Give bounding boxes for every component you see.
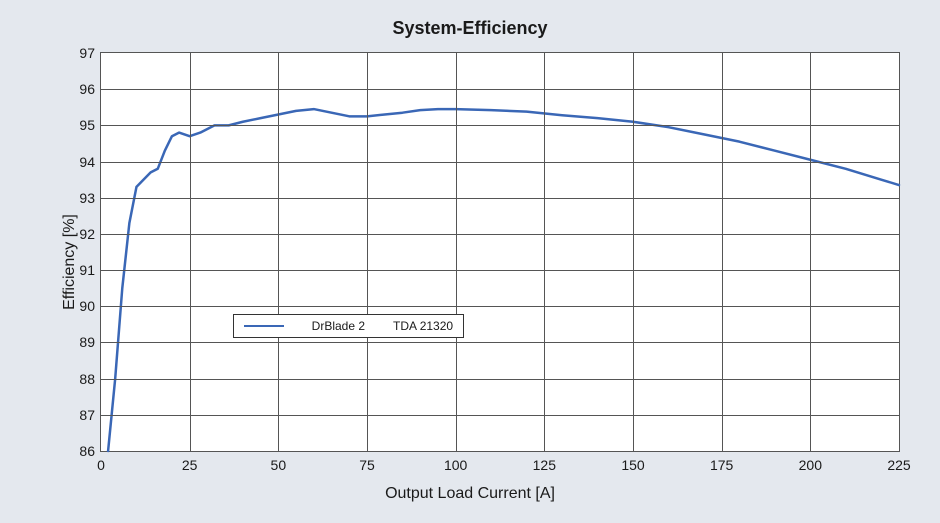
- gridline-h: [101, 342, 899, 343]
- plot-area: 8687888990919293949596970255075100125150…: [100, 52, 900, 452]
- y-tick-label: 89: [79, 334, 95, 350]
- gridline-h: [101, 379, 899, 380]
- gridline-h: [101, 234, 899, 235]
- y-tick-label: 94: [79, 154, 95, 170]
- x-tick-label: 100: [444, 457, 467, 473]
- x-tick-label: 50: [271, 457, 287, 473]
- gridline-h: [101, 198, 899, 199]
- gridline-h: [101, 162, 899, 163]
- legend: DrBlade 2 TDA 21320: [233, 314, 464, 338]
- legend-swatch: [244, 325, 284, 327]
- x-tick-label: 25: [182, 457, 198, 473]
- legend-text-a: DrBlade 2: [312, 319, 365, 333]
- gridline-h: [101, 125, 899, 126]
- y-tick-label: 97: [79, 45, 95, 61]
- y-tick-label: 86: [79, 443, 95, 459]
- series-line: [108, 109, 899, 451]
- gridline-v: [722, 53, 723, 451]
- series-layer: [101, 53, 899, 451]
- y-axis-label: Efficiency [%]: [61, 214, 79, 310]
- x-tick-label: 150: [621, 457, 644, 473]
- y-tick-label: 91: [79, 262, 95, 278]
- x-tick-label: 175: [710, 457, 733, 473]
- gridline-h: [101, 270, 899, 271]
- y-tick-label: 88: [79, 371, 95, 387]
- legend-text-b: TDA 21320: [393, 319, 453, 333]
- gridline-h: [101, 306, 899, 307]
- gridline-v: [456, 53, 457, 451]
- gridline-v: [810, 53, 811, 451]
- y-tick-label: 96: [79, 81, 95, 97]
- gridline-h: [101, 89, 899, 90]
- x-tick-label: 75: [359, 457, 375, 473]
- y-tick-label: 92: [79, 226, 95, 242]
- chart-title: System-Efficiency: [0, 18, 940, 39]
- gridline-v: [633, 53, 634, 451]
- x-tick-label: 225: [887, 457, 910, 473]
- y-tick-label: 95: [79, 117, 95, 133]
- chart-container: System-Efficiency Efficiency [%] Output …: [0, 0, 940, 523]
- y-tick-label: 87: [79, 407, 95, 423]
- gridline-v: [278, 53, 279, 451]
- x-tick-label: 200: [799, 457, 822, 473]
- x-tick-label: 0: [97, 457, 105, 473]
- y-tick-label: 93: [79, 190, 95, 206]
- gridline-h: [101, 415, 899, 416]
- gridline-v: [190, 53, 191, 451]
- y-tick-label: 90: [79, 298, 95, 314]
- gridline-v: [544, 53, 545, 451]
- gridline-v: [367, 53, 368, 451]
- x-tick-label: 125: [533, 457, 556, 473]
- x-axis-label: Output Load Current [A]: [0, 485, 940, 503]
